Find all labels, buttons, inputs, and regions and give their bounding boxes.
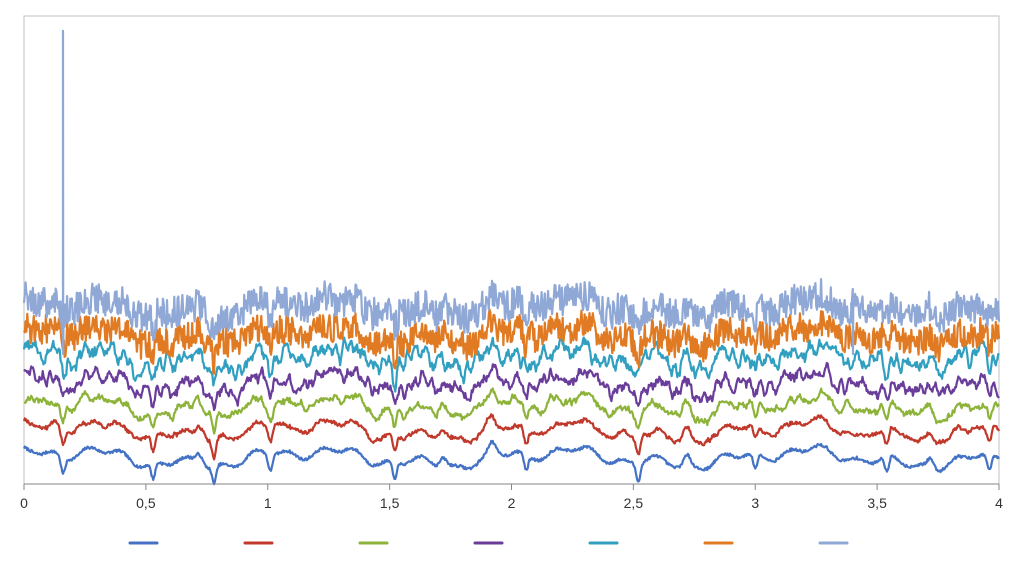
x-axis-ticks: 0 0,5 1 1,5 2 2,5 3 3,5 4 bbox=[20, 484, 1003, 511]
x-tick-label: 2 bbox=[508, 495, 516, 511]
x-tick-label: 4 bbox=[995, 495, 1003, 511]
series-line-6 bbox=[22, 308, 1001, 375]
series-line-2 bbox=[22, 413, 1001, 461]
x-tick-label: 0 bbox=[20, 495, 28, 511]
x-tick-label: 0,5 bbox=[136, 495, 156, 511]
series-line-7 bbox=[22, 29, 1001, 356]
x-tick-label: 1,5 bbox=[380, 495, 400, 511]
series-layer bbox=[22, 29, 1001, 486]
series-line-1 bbox=[22, 439, 1000, 486]
x-tick-label: 3 bbox=[751, 495, 759, 511]
series-line-5 bbox=[22, 336, 1000, 393]
series-line-4 bbox=[23, 361, 1000, 411]
x-tick-label: 2,5 bbox=[624, 495, 644, 511]
x-tick-label: 1 bbox=[264, 495, 272, 511]
x-tick-label: 3,5 bbox=[867, 495, 887, 511]
series-line-3 bbox=[23, 387, 1000, 435]
